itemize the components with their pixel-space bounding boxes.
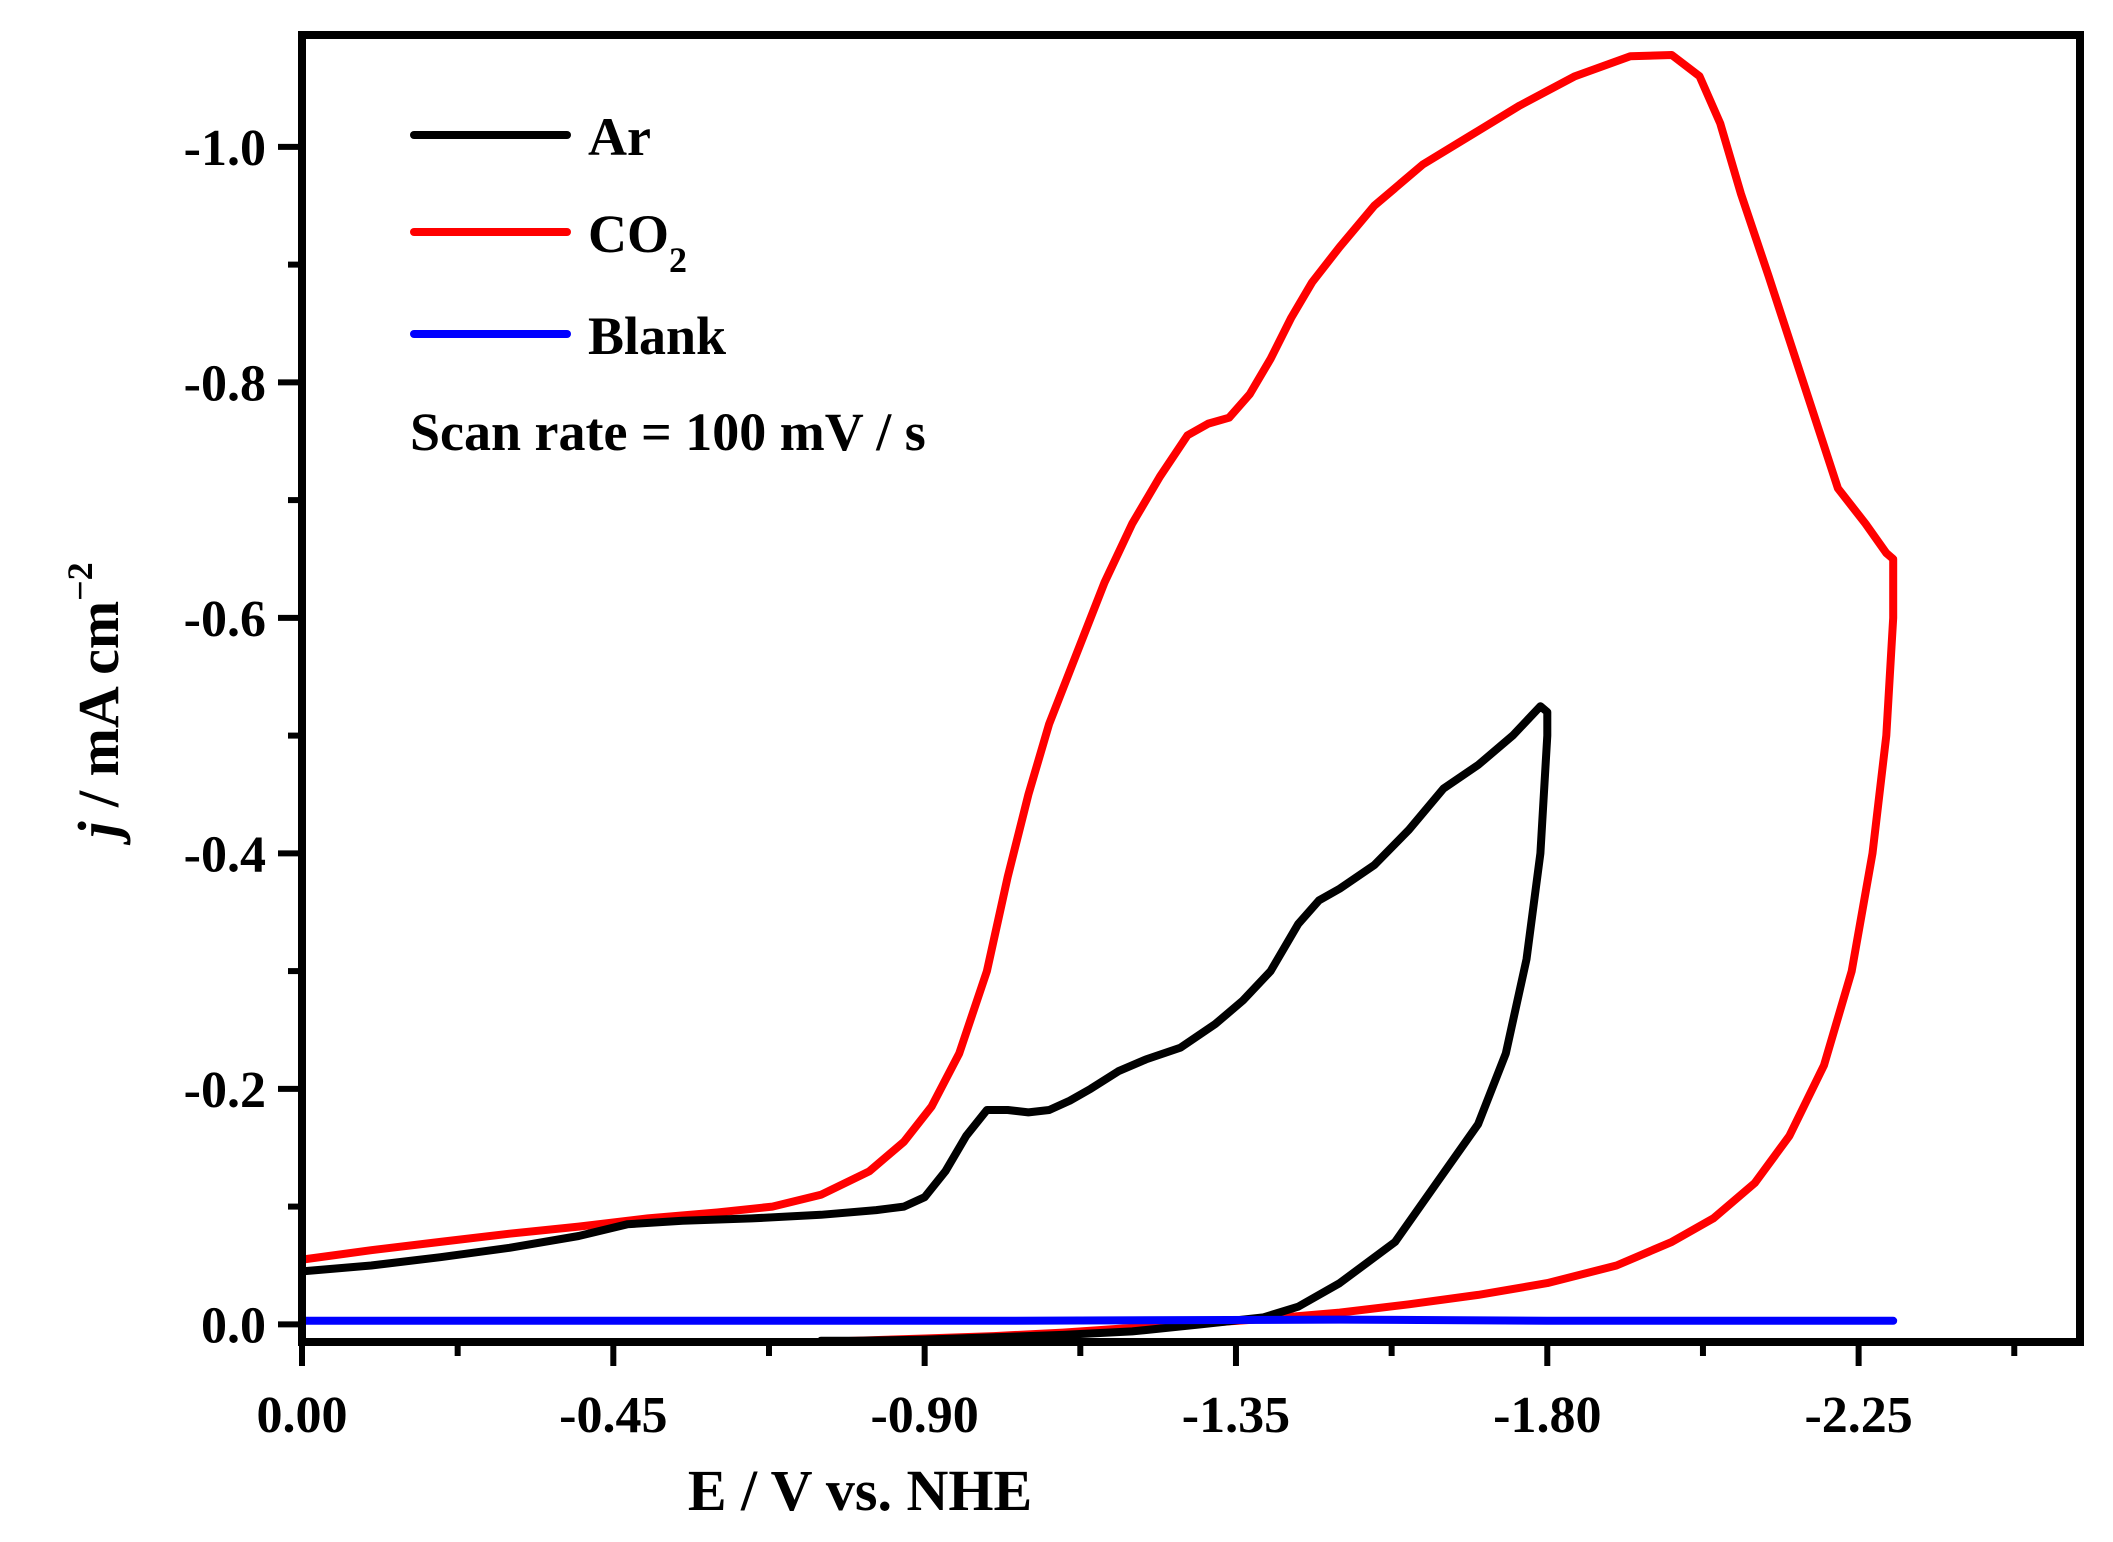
x-tick-label: -1.80 [1493, 1387, 1601, 1444]
scan-rate-annotation: Scan rate = 100 mV / s [410, 402, 926, 462]
legend-label-blank: Blank [588, 306, 726, 366]
y-tick-label: -0.8 [184, 355, 266, 412]
y-tick-label: -0.4 [184, 826, 266, 883]
x-axis-title: E / V vs. NHE [688, 1458, 1032, 1523]
legend-label-co2-sub: 2 [669, 240, 687, 280]
legend-label-co2: CO2 [588, 204, 687, 280]
y-axis-title-superscript: −2 [60, 562, 100, 601]
series-line-blank [298, 1315, 1898, 1325]
y-tick-label: -0.2 [184, 1062, 266, 1119]
legend: Ar CO2 Blank Scan rate = 100 mV / s [410, 107, 926, 462]
plot-frame [298, 31, 2084, 1346]
x-tick-label: 0.00 [257, 1387, 348, 1444]
x-axis-ticks: 0.00 -0.45 -0.90 -1.35 -1.80 -2.25 [257, 1342, 2018, 1444]
x-tick-label: -2.25 [1804, 1387, 1912, 1444]
y-axis-ticks: 0.0 -0.2 -0.4 -0.6 -0.8 -1.0 [184, 120, 302, 1354]
legend-label-co2-main: CO [588, 204, 669, 264]
y-tick-label: -1.0 [184, 120, 266, 177]
y-axis-title-rest: / mA cm [66, 601, 131, 822]
series-line-co2 [298, 51, 1898, 1346]
y-tick-label: 0.0 [201, 1297, 266, 1354]
y-tick-label: -0.6 [184, 591, 266, 648]
y-axis-title: j / mA cm−2 [60, 562, 131, 845]
y-axis-title-italic: j [66, 821, 131, 846]
x-tick-label: -0.45 [559, 1387, 667, 1444]
series-line-ar [298, 702, 1552, 1345]
legend-label-ar: Ar [588, 107, 651, 167]
x-tick-label: -0.90 [870, 1387, 978, 1444]
plot-area [298, 31, 2084, 1346]
series-layer [298, 51, 1898, 1346]
x-tick-label: -1.35 [1182, 1387, 1290, 1444]
